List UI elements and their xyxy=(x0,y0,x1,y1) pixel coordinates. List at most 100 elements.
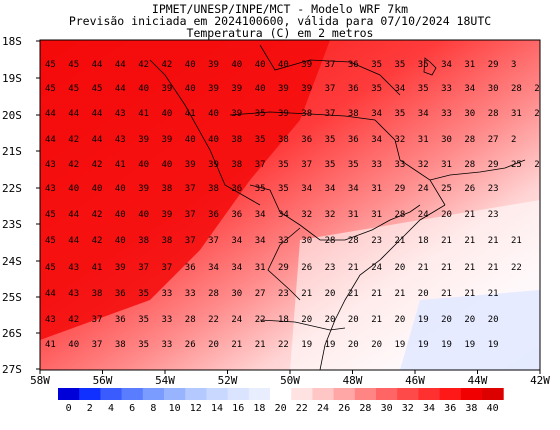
temperature-value: 31 xyxy=(371,184,382,194)
temperature-value: 28 xyxy=(208,289,219,299)
lat-label: 24S xyxy=(2,255,22,268)
lat-label: 20S xyxy=(2,109,22,122)
temperature-value: 40 xyxy=(208,109,219,119)
temperature-value: 35 xyxy=(395,60,406,70)
temperature-value: 39 xyxy=(231,109,242,119)
temperature-value: 25 xyxy=(441,184,452,194)
temperature-value: 20 xyxy=(441,315,452,325)
temperature-value: 36 xyxy=(348,84,359,94)
temperature-value: 34 xyxy=(464,84,475,94)
temperature-value: 20 xyxy=(208,340,219,350)
temperature-value: 43 xyxy=(115,135,126,145)
lon-label: 50W xyxy=(280,374,300,387)
temperature-value: 44 xyxy=(68,109,79,119)
lat-label: 22S xyxy=(2,182,22,195)
colorbar-label: 4 xyxy=(108,403,114,414)
latitude-axis: 18S 19S 20S 21S 22S 23S 24S 25S 26S 27S xyxy=(2,35,40,376)
temperature-value: 35 xyxy=(371,84,382,94)
temperature-value: 40 xyxy=(162,160,173,170)
temperature-value: 34 xyxy=(371,109,382,119)
colorbar-swatch xyxy=(418,388,441,400)
temperature-value: 21 xyxy=(441,263,452,273)
temperature-value: 19 xyxy=(395,340,406,350)
temperature-value: 36 xyxy=(301,135,312,145)
lat-label: 23S xyxy=(2,218,22,231)
temperature-value: 19 xyxy=(441,340,452,350)
temperature-value: 40 xyxy=(231,60,242,70)
temperature-value: 44 xyxy=(45,135,56,145)
temperature-value: 21 xyxy=(511,236,522,246)
temperature-value: 36 xyxy=(185,263,196,273)
temperature-value: 22 xyxy=(511,263,522,273)
colorbar-label: 24 xyxy=(317,403,329,414)
lon-label: 44W xyxy=(468,374,488,387)
temperature-value: 35 xyxy=(395,109,406,119)
temperature-value: 24 xyxy=(418,210,429,220)
colorbar-swatch xyxy=(227,388,250,400)
temperature-value: 43 xyxy=(45,315,56,325)
temperature-value: 20 xyxy=(395,263,406,273)
temperature-value: 28 xyxy=(488,109,499,119)
colorbar-swatch xyxy=(354,388,377,400)
temperature-value: 45 xyxy=(68,60,79,70)
temperature-value: 39 xyxy=(162,135,173,145)
temperature-value: 23 xyxy=(325,263,336,273)
colorbar-label: 40 xyxy=(487,403,499,414)
lat-label: 21S xyxy=(2,145,22,158)
colorbar-swatch xyxy=(185,388,207,400)
temperature-value: 39 xyxy=(208,60,219,70)
lat-label: 25S xyxy=(2,291,22,304)
temperature-value: 40 xyxy=(255,84,266,94)
temperature-value: 20 xyxy=(325,315,336,325)
temperature-value: 21 xyxy=(231,340,242,350)
temperature-value: 21 xyxy=(418,263,429,273)
temperature-value: 35 xyxy=(255,135,266,145)
lon-label: 58W xyxy=(30,374,50,387)
temperature-value: 35 xyxy=(255,184,266,194)
temperature-value: 18 xyxy=(278,315,289,325)
temperature-value: 20 xyxy=(301,315,312,325)
temperature-value: 22 xyxy=(208,315,219,325)
temperature-value: 24 xyxy=(231,315,242,325)
boundary-line xyxy=(259,319,346,331)
temperature-value: 28 xyxy=(325,236,336,246)
temperature-value: 31 xyxy=(255,263,266,273)
temperature-value: 33 xyxy=(162,340,173,350)
colorbar-label: 22 xyxy=(296,403,308,414)
temperature-value: 36 xyxy=(231,184,242,194)
temperature-value: 42 xyxy=(68,315,79,325)
temperature-value: 36 xyxy=(115,289,126,299)
temperature-value: 45 xyxy=(45,60,56,70)
colorbar-swatch xyxy=(312,388,335,400)
temperature-value: 28 xyxy=(464,160,475,170)
boundary-line xyxy=(267,227,301,301)
temperature-value: 40 xyxy=(185,60,196,70)
colorbar-swatch xyxy=(206,388,229,400)
lon-label: 54W xyxy=(155,374,175,387)
temperature-value: 35 xyxy=(278,184,289,194)
temperature-value: 35 xyxy=(325,160,336,170)
temperature-value: 39 xyxy=(231,84,242,94)
temperature-value: 42 xyxy=(92,160,103,170)
lat-label: 27S xyxy=(2,363,22,376)
temperature-value: 19 xyxy=(325,340,336,350)
temperature-value: 28 xyxy=(185,315,196,325)
temperature-value: 43 xyxy=(68,263,79,273)
temperature-value: 35 xyxy=(278,160,289,170)
temperature-value: 39 xyxy=(278,109,289,119)
temperature-value: 21 xyxy=(371,315,382,325)
temperature-value: 20 xyxy=(395,315,406,325)
temperature-value: 21 xyxy=(301,289,312,299)
temperature-value: 33 xyxy=(441,109,452,119)
temperature-value: 34 xyxy=(418,109,429,119)
colorbar-label: 0 xyxy=(66,403,72,414)
temperature-value: 30 xyxy=(301,236,312,246)
temperature-value: 37 xyxy=(162,263,173,273)
hot-region xyxy=(40,40,330,340)
temperature-value: 42 xyxy=(68,160,79,170)
temperature-value: 19 xyxy=(418,340,429,350)
temperature-value: 37 xyxy=(92,315,103,325)
colorbar-swatch xyxy=(439,388,462,400)
temperature-value: 34 xyxy=(208,263,219,273)
colorbar-label: 34 xyxy=(423,403,435,414)
